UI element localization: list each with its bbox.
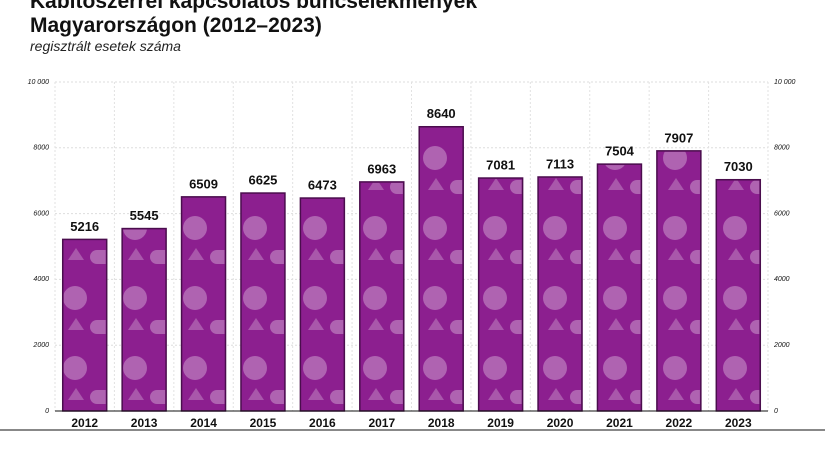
x-tick-label: 2013 <box>131 416 158 430</box>
y2-tick-label: 4000 <box>774 276 790 283</box>
x-tick-label: 2020 <box>547 416 574 430</box>
value-label: 6625 <box>248 172 277 187</box>
y-tick-label: 10 000 <box>28 79 50 86</box>
x-tick-label: 2023 <box>725 416 752 430</box>
bar-decoration <box>301 199 344 410</box>
x-tick-label: 2014 <box>190 416 217 430</box>
bar-decoration <box>717 180 760 410</box>
bar-decoration <box>479 179 522 410</box>
y2-tick-label: 0 <box>774 408 778 415</box>
y2-tick-label: 10 000 <box>774 79 796 86</box>
value-label: 7113 <box>546 156 574 171</box>
value-label: 7081 <box>486 157 515 172</box>
x-tick-label: 2012 <box>71 416 98 430</box>
value-label: 7504 <box>605 144 635 159</box>
bar-decoration <box>123 229 166 410</box>
bar-decoration <box>241 194 284 410</box>
x-tick-label: 2021 <box>606 416 633 430</box>
bar-decoration <box>420 127 463 410</box>
value-label: 5545 <box>130 208 159 223</box>
value-label: 8640 <box>427 106 456 121</box>
y-tick-label: 6000 <box>33 210 49 217</box>
y-tick-label: 8000 <box>33 145 49 152</box>
bar-decoration <box>182 197 225 410</box>
bar-decoration <box>360 182 403 410</box>
value-label: 6963 <box>367 161 396 176</box>
y2-tick-label: 6000 <box>774 210 790 217</box>
value-label: 5216 <box>70 219 99 234</box>
x-tick-label: 2015 <box>250 416 277 430</box>
bar-decoration <box>539 177 582 410</box>
y-tick-label: 2000 <box>32 342 49 349</box>
x-tick-label: 2016 <box>309 416 336 430</box>
bar-decoration <box>598 165 641 410</box>
bar-decoration <box>657 151 700 411</box>
value-label: 6473 <box>308 177 337 192</box>
x-tick-label: 2019 <box>487 416 514 430</box>
y2-tick-label: 8000 <box>774 145 790 152</box>
x-tick-label: 2022 <box>666 416 693 430</box>
bar-decoration <box>63 240 106 410</box>
x-tick-label: 2017 <box>368 416 395 430</box>
value-label: 7030 <box>724 159 753 174</box>
chart-title: Kábítószerrel kapcsolatos bűncselekménye… <box>30 0 478 37</box>
chart-subtitle: regisztrált esetek száma <box>30 38 181 54</box>
y2-tick-label: 2000 <box>773 342 790 349</box>
value-label: 7907 <box>664 130 693 145</box>
y-tick-label: 0 <box>45 408 49 415</box>
y-tick-label: 4000 <box>33 276 49 283</box>
x-tick-label: 2018 <box>428 416 455 430</box>
value-label: 6509 <box>189 176 218 191</box>
